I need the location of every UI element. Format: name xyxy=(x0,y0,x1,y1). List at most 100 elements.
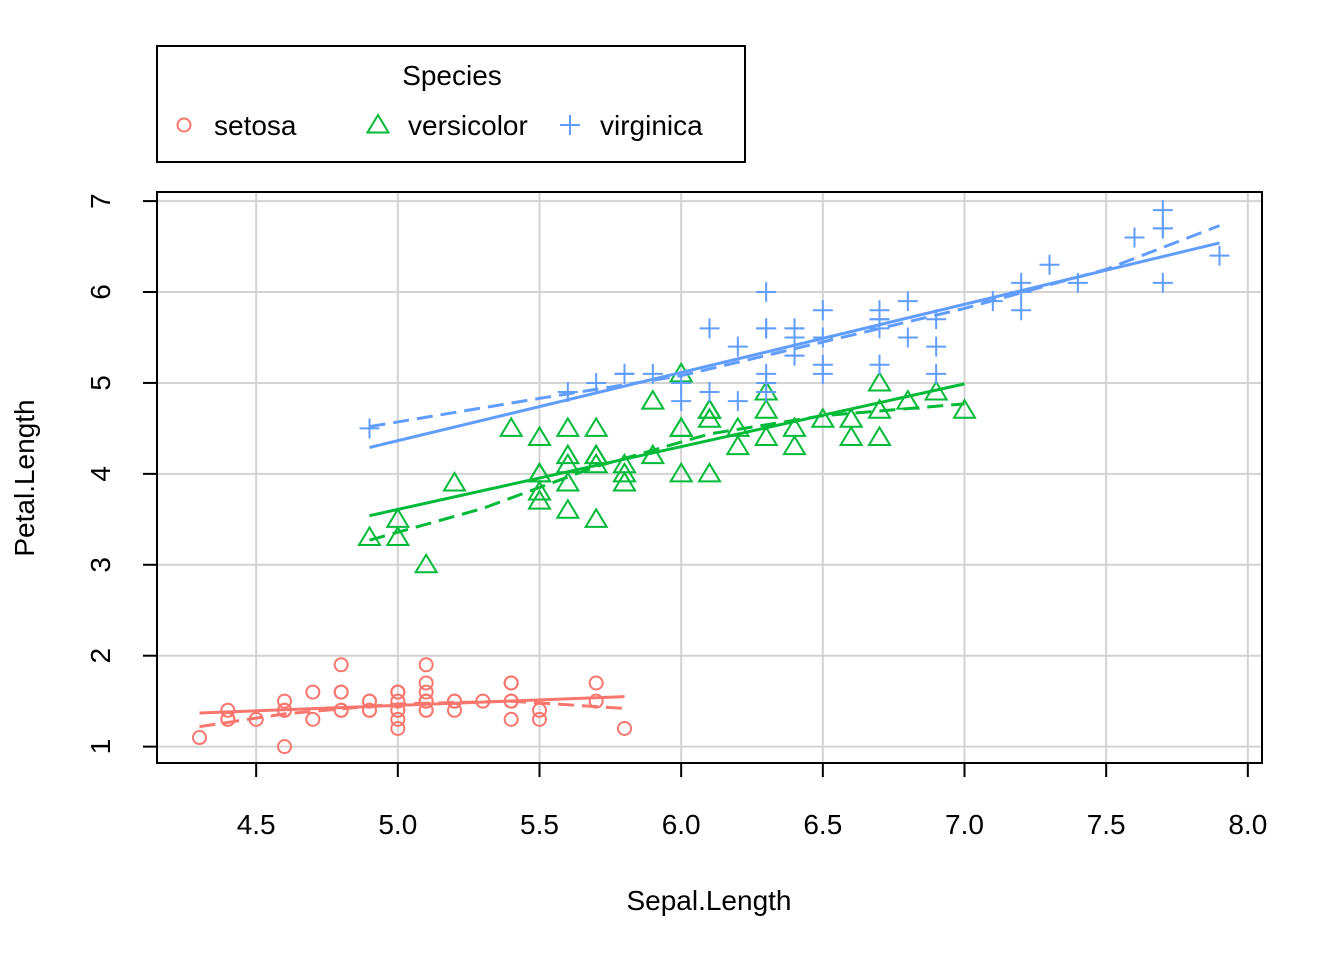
point-virginica xyxy=(699,382,720,403)
smooth-line-versicolor xyxy=(369,402,965,542)
point-setosa xyxy=(532,711,547,727)
point-setosa xyxy=(390,693,406,709)
point-versicolor xyxy=(527,425,552,446)
point-versicolor xyxy=(527,489,552,510)
y-tick-label: 4 xyxy=(85,466,116,482)
point-virginica xyxy=(1011,300,1032,321)
point-setosa xyxy=(418,693,434,709)
point-versicolor xyxy=(555,471,581,492)
point-setosa xyxy=(390,711,406,727)
x-tick-label: 8.0 xyxy=(1228,809,1267,840)
series-virginica xyxy=(359,200,1230,449)
legend-items: setosa versicolor virginica xyxy=(176,110,703,141)
legend-label-versicolor: versicolor xyxy=(408,110,528,141)
fit-line-versicolor xyxy=(369,382,965,518)
legend-title: Species xyxy=(402,60,502,91)
point-setosa xyxy=(305,711,321,727)
point-virginica xyxy=(1124,227,1145,248)
point-virginica xyxy=(1152,200,1173,221)
point-versicolor xyxy=(867,398,892,419)
point-virginica xyxy=(671,391,692,412)
legend-marker-setosa xyxy=(176,117,192,133)
point-setosa xyxy=(447,693,462,709)
point-virginica xyxy=(727,391,748,412)
x-tick-label: 6.0 xyxy=(662,809,701,840)
point-versicolor xyxy=(810,407,836,428)
x-axis: 4.5 5.0 5.5 6.0 6.5 7.0 7.5 8.0 xyxy=(237,762,1267,840)
point-versicolor xyxy=(697,461,722,483)
point-setosa xyxy=(305,684,321,700)
legend-box xyxy=(156,45,746,163)
point-virginica xyxy=(926,363,947,384)
y-tick-label: 5 xyxy=(85,375,116,391)
y-axis-label: Petal.Length xyxy=(9,399,40,556)
point-setosa xyxy=(277,693,292,709)
point-versicolor xyxy=(555,443,581,465)
point-versicolor xyxy=(583,416,609,437)
point-virginica xyxy=(897,291,918,312)
point-versicolor xyxy=(612,461,637,483)
smooth-line-virginica xyxy=(369,224,1221,429)
point-virginica xyxy=(614,363,635,384)
point-setosa xyxy=(418,684,434,700)
point-versicolor xyxy=(583,443,609,465)
y-axis: 1 2 3 4 5 6 7 xyxy=(85,193,158,754)
point-versicolor xyxy=(583,507,609,528)
point-setosa xyxy=(333,657,349,673)
point-virginica xyxy=(812,354,833,375)
legend-marker-versicolor xyxy=(365,113,391,134)
x-axis-label: Sepal.Length xyxy=(626,885,791,916)
point-versicolor xyxy=(385,525,411,547)
point-setosa xyxy=(192,730,207,746)
point-versicolor xyxy=(498,416,524,437)
point-virginica xyxy=(756,318,777,339)
point-versicolor xyxy=(753,398,779,419)
legend-label-setosa: setosa xyxy=(214,110,297,141)
point-versicolor xyxy=(697,407,722,428)
point-virginica xyxy=(1152,272,1173,293)
legend-label-virginica: virginica xyxy=(600,110,703,141)
point-virginica xyxy=(1209,245,1230,266)
point-versicolor xyxy=(527,461,552,483)
point-setosa xyxy=(503,675,519,691)
point-versicolor xyxy=(867,370,892,392)
point-setosa xyxy=(362,702,377,718)
x-tick-label: 4.5 xyxy=(237,809,276,840)
point-setosa xyxy=(588,675,604,691)
series-setosa xyxy=(192,657,632,755)
point-virginica xyxy=(756,282,777,303)
point-setosa xyxy=(333,684,349,700)
point-virginica xyxy=(1039,254,1060,275)
point-virginica xyxy=(756,372,777,393)
legend-marker-virginica xyxy=(560,115,580,135)
grid-lines xyxy=(157,192,1262,763)
y-tick-label: 7 xyxy=(85,193,116,209)
series-layer xyxy=(192,200,1230,755)
point-virginica xyxy=(812,300,833,321)
point-versicolor xyxy=(725,434,751,456)
point-virginica xyxy=(869,354,890,375)
x-tick-label: 6.5 xyxy=(803,809,842,840)
point-setosa xyxy=(418,675,434,691)
point-virginica xyxy=(897,327,918,348)
point-virginica xyxy=(926,336,947,357)
x-tick-label: 5.0 xyxy=(378,809,417,840)
point-setosa xyxy=(390,684,406,700)
point-virginica xyxy=(699,318,720,339)
point-versicolor xyxy=(442,471,467,492)
point-virginica xyxy=(1152,218,1173,239)
point-versicolor xyxy=(640,389,666,410)
point-versicolor xyxy=(867,425,892,446)
point-versicolor xyxy=(668,416,694,437)
point-versicolor xyxy=(697,398,722,419)
point-versicolor xyxy=(782,434,807,456)
y-tick-label: 6 xyxy=(85,284,116,300)
y-tick-label: 3 xyxy=(85,557,116,573)
point-versicolor xyxy=(555,416,581,437)
x-tick-label: 7.5 xyxy=(1087,809,1126,840)
fit-line-setosa xyxy=(199,695,625,715)
point-setosa xyxy=(277,739,292,755)
point-versicolor xyxy=(413,552,439,574)
y-tick-label: 2 xyxy=(85,648,116,664)
point-versicolor xyxy=(952,398,977,419)
